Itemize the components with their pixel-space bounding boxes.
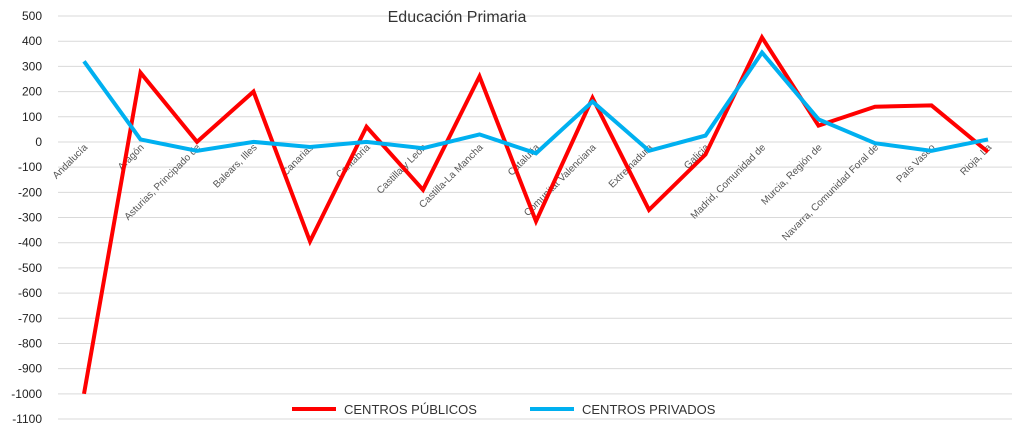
y-tick-label: 200 — [22, 85, 42, 99]
y-tick-label: 500 — [22, 9, 42, 23]
y-tick-label: -1100 — [12, 412, 42, 426]
series-lines — [82, 33, 990, 395]
series-line-publicos — [82, 33, 990, 395]
y-tick-label: -600 — [18, 286, 42, 300]
y-axis-ticks: -1100-1000-900-800-700-600-500-400-300-2… — [11, 9, 42, 426]
chart-title: Educación Primaria — [388, 9, 527, 26]
x-category-label: Andalucía — [51, 142, 91, 182]
y-tick-label: -300 — [18, 211, 42, 225]
y-tick-label: -900 — [18, 362, 42, 376]
series-line-privados — [82, 49, 989, 156]
x-category-label: Rioja, La — [958, 142, 994, 178]
x-category-label: Cantabria — [334, 142, 373, 181]
y-tick-label: -1000 — [11, 387, 42, 401]
x-category-label: Aragón — [116, 142, 147, 173]
legend: CENTROS PÚBLICOS CENTROS PRIVADOS — [292, 402, 716, 417]
gridlines — [58, 15, 1012, 420]
y-tick-label: 100 — [22, 110, 42, 124]
y-tick-label: -500 — [18, 261, 42, 275]
legend-label: CENTROS PRIVADOS — [582, 402, 716, 417]
x-category-label: Balears, Illes — [211, 142, 259, 190]
y-tick-label: 0 — [35, 135, 42, 149]
y-tick-label: -100 — [18, 160, 42, 174]
y-tick-label: 300 — [22, 59, 42, 73]
y-tick-label: 400 — [22, 34, 42, 48]
legend-label: CENTROS PÚBLICOS — [344, 402, 477, 417]
y-tick-label: -200 — [18, 185, 42, 199]
x-category-label: Murcia, Región de — [759, 142, 824, 207]
y-tick-label: -800 — [18, 336, 42, 350]
y-tick-label: -400 — [18, 236, 42, 250]
y-tick-label: -700 — [18, 311, 42, 325]
